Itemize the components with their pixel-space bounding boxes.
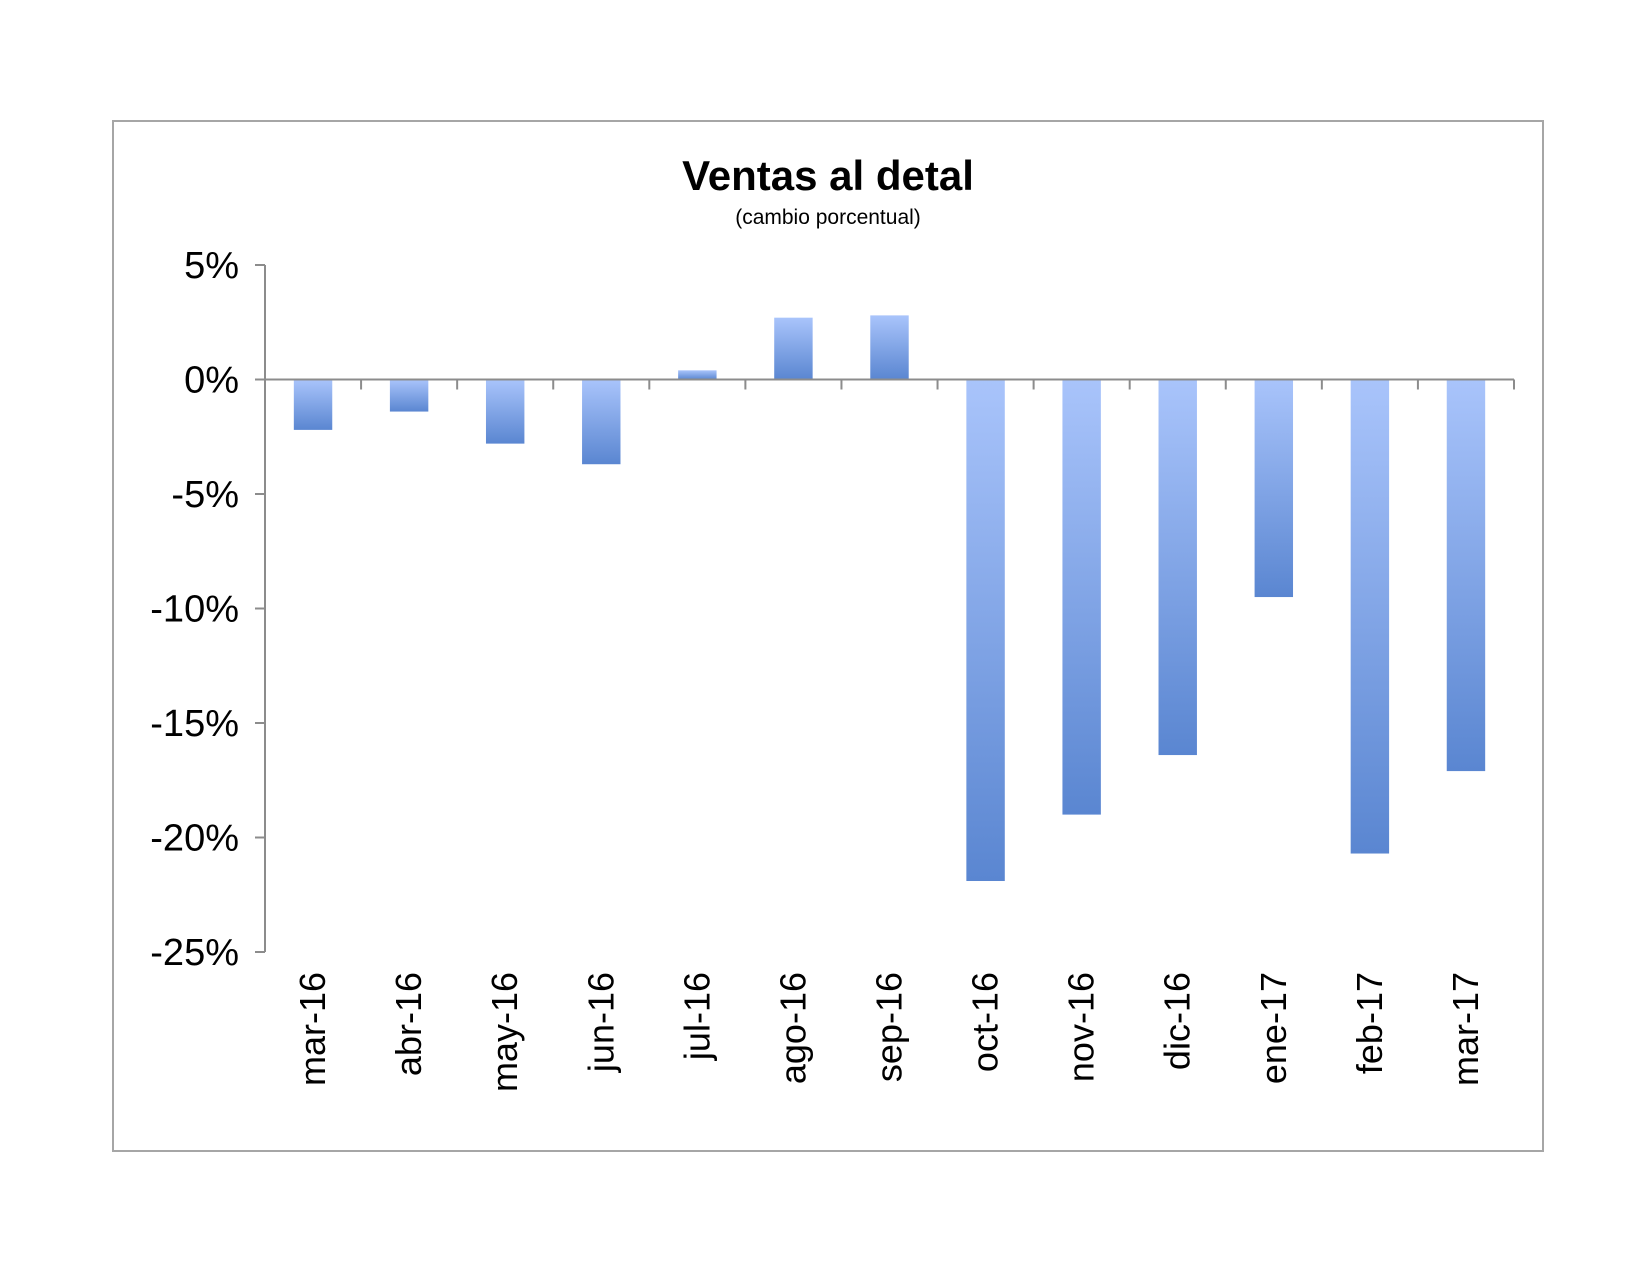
chart-frame: Ventas al detal (cambio porcentual) 5% 0%… xyxy=(112,120,1544,1152)
bar-feb-17 xyxy=(1350,379,1390,854)
y-tick-label: -25% xyxy=(150,932,239,974)
bar-mar-17 xyxy=(1446,379,1486,772)
x-tick-label: nov-16 xyxy=(1061,972,1102,1082)
x-tick-label: oct-16 xyxy=(965,972,1006,1072)
bar-jun-16 xyxy=(582,379,621,465)
x-tick-label: dic-16 xyxy=(1157,972,1198,1070)
x-tick-label: sep-16 xyxy=(869,972,910,1082)
chart-title: Ventas al detal xyxy=(682,152,974,199)
bars xyxy=(293,315,1486,882)
x-tick-label: abr-16 xyxy=(388,972,429,1076)
bar-oct-16 xyxy=(966,379,1005,882)
y-tick-label: -10% xyxy=(150,589,239,631)
x-tick-label: may-16 xyxy=(484,972,525,1092)
bar-ago-16 xyxy=(774,317,813,380)
y-axis: 5% 0% -5% -10% -15% -20% -25% xyxy=(150,245,266,974)
x-tick-label: jun-16 xyxy=(580,972,621,1073)
bar-abr-16 xyxy=(389,379,429,412)
x-tick-label: jul-16 xyxy=(676,972,717,1061)
y-tick-label: -5% xyxy=(171,474,239,516)
bar-dic-16 xyxy=(1158,379,1197,756)
x-tick-label: feb-17 xyxy=(1349,972,1390,1074)
bar-may-16 xyxy=(485,379,525,444)
x-tick-label: ago-16 xyxy=(772,972,813,1084)
bar-jul-16 xyxy=(678,370,717,380)
x-tick-label: mar-17 xyxy=(1445,972,1486,1086)
chart-subtitle: (cambio porcentual) xyxy=(735,206,921,229)
x-tick-label: mar-16 xyxy=(292,972,333,1086)
y-tick-label: 5% xyxy=(184,245,239,287)
bar-mar-16 xyxy=(293,379,333,430)
x-axis-labels: mar-16 abr-16 may-16 jun-16 jul-16 ago-16 sep-… xyxy=(292,972,1486,1092)
bar-sep-16 xyxy=(870,315,909,380)
y-tick-label: -20% xyxy=(150,818,239,860)
x-axis xyxy=(264,378,1515,390)
y-tick-label: -15% xyxy=(150,703,239,745)
bar-ene-17 xyxy=(1254,379,1294,598)
bar-nov-16 xyxy=(1062,379,1101,815)
chart-plot: Ventas al detal (cambio porcentual) 5% 0%… xyxy=(150,152,1515,1092)
x-tick-label: ene-17 xyxy=(1253,972,1294,1084)
y-tick-label: 0% xyxy=(184,360,239,402)
